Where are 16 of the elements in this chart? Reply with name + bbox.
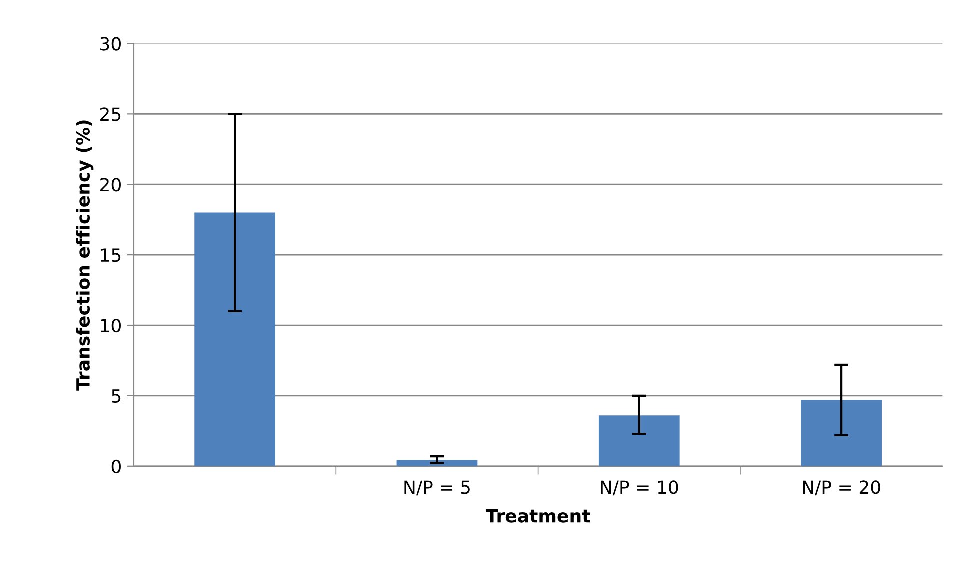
y-tick-label: 25 (100, 108, 121, 122)
y-axis-title: Transfection efficiency (%) (76, 120, 94, 391)
y-tick-label: 0 (112, 460, 121, 474)
bar (801, 400, 882, 466)
x-tick-label: N/P = 20 (803, 480, 880, 496)
y-tick-label: 10 (101, 318, 121, 333)
x-axis-title: Treatment (486, 509, 590, 523)
bar (396, 460, 478, 466)
bar (598, 416, 680, 466)
x-tick-label: N/P = 5 (404, 480, 470, 496)
y-tick-label: 20 (100, 178, 121, 192)
bar (194, 212, 276, 466)
y-tick-label: 30 (100, 37, 121, 51)
x-tick-label: N/P = 10 (601, 480, 678, 496)
y-tick-label: 15 (101, 248, 121, 262)
y-tick-label: 5 (112, 390, 121, 404)
